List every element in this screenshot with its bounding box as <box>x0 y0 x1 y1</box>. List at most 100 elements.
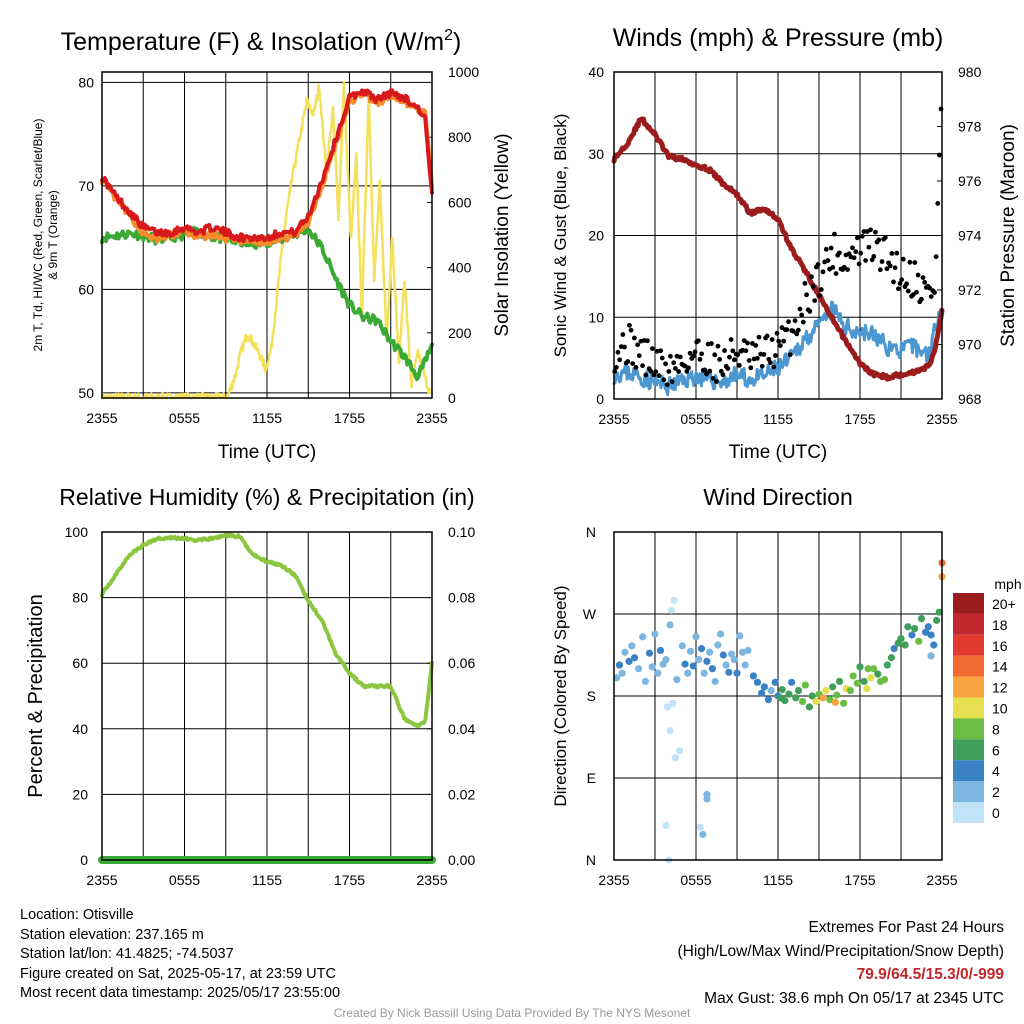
wind-direction-point <box>897 635 905 643</box>
wind-direction-point <box>799 697 807 706</box>
y-tick-label-right: 0.06 <box>448 655 475 671</box>
wind-direction-point <box>874 670 882 678</box>
colorbar-label: 0 <box>992 805 1000 821</box>
gust-point <box>628 327 634 333</box>
gust-point <box>804 292 809 298</box>
wind-direction-point <box>805 703 814 711</box>
panel-2: 2355 0555 1155 1755 2355 0 10 20 30 40 968 970 972 97… <box>551 24 1019 463</box>
wind-direction-point <box>717 630 725 638</box>
gust-point <box>817 293 823 298</box>
gust-point <box>815 262 821 267</box>
wind-direction-point <box>666 727 674 735</box>
gust-point <box>722 348 727 353</box>
y-tick-label-right: 0.04 <box>448 721 475 737</box>
wind-direction-point <box>846 686 855 695</box>
gust-point <box>858 250 864 256</box>
gust-point <box>666 369 672 374</box>
gust-point <box>717 356 723 362</box>
gust-point <box>832 231 837 237</box>
wind-direction-point <box>812 697 820 706</box>
gust-point <box>918 296 924 302</box>
wind-direction-point <box>727 650 736 658</box>
gust-point <box>894 250 900 256</box>
gust-point <box>887 263 893 269</box>
y-tick-label-right: 800 <box>448 129 472 145</box>
x-tick-label: 1755 <box>844 411 875 427</box>
x-axis-label: Time (UTC) <box>218 442 317 463</box>
gust-point <box>856 261 862 267</box>
wind-direction-point <box>778 686 786 694</box>
wind-direction-point <box>700 669 708 677</box>
y-tick-label-left: 60 <box>78 281 94 297</box>
gust-point <box>672 366 678 371</box>
wind-direction-point <box>703 657 711 665</box>
gust-point <box>656 373 662 379</box>
wind-direction-point <box>618 669 626 677</box>
gust-point <box>713 379 719 384</box>
wind-direction-point <box>673 676 681 684</box>
wind-direction-point <box>733 669 741 677</box>
wind-direction-point <box>730 655 738 664</box>
wind-direction-point <box>741 661 749 669</box>
gust-point <box>659 355 665 361</box>
extremes-panel: Extremes For Past 24 Hours (High/Low/Max… <box>678 916 1005 1010</box>
gust-point <box>631 335 637 341</box>
y-axis-label-right: Station Pressure (Maroon) <box>998 124 1019 347</box>
gust-point <box>625 359 631 364</box>
gust-point <box>710 375 716 381</box>
y-axis-label-right: Solar Insolation (Yellow) <box>492 133 513 336</box>
panel-3: 2355 0555 1155 1755 2355 0 20 40 60 80 100 0.00 0.02… <box>25 484 475 888</box>
wind-direction-point <box>864 665 872 673</box>
title-end: ) <box>453 28 461 56</box>
extremes-title: Extremes For Past 24 Hours <box>808 919 1004 936</box>
y-tick-label-left: W <box>583 606 597 622</box>
colorbar-label: 14 <box>992 659 1008 675</box>
gust-point <box>899 277 905 283</box>
wind-direction-point <box>669 699 677 707</box>
colorbar-label: 4 <box>992 763 1000 779</box>
gust-point <box>877 267 883 273</box>
gust-point <box>855 235 860 241</box>
wind-direction-point <box>922 628 930 636</box>
wind-direction-point <box>760 683 768 691</box>
gust-point <box>633 364 639 370</box>
wind-direction-point <box>890 645 898 653</box>
y-tick-label-left: 70 <box>78 178 94 194</box>
gust-point <box>761 352 767 357</box>
gust-point <box>912 260 918 265</box>
colorbar-label: 16 <box>992 638 1008 654</box>
x-tick-label: 1755 <box>334 410 365 426</box>
wind-direction-point <box>932 616 941 624</box>
wind-direction-point <box>663 703 671 711</box>
gust-point <box>727 354 732 360</box>
gust-point <box>769 337 775 342</box>
y-tick-label-left: N <box>586 852 596 868</box>
wind-direction-point <box>753 678 762 686</box>
wind-direction-point <box>676 747 684 755</box>
gust-point <box>799 312 805 318</box>
y-tick-label-left: 100 <box>65 524 89 540</box>
y-tick-label-left: 0 <box>80 852 88 868</box>
gust-point <box>866 244 872 250</box>
gust-point <box>720 372 726 378</box>
x-tick-label: 0555 <box>169 872 200 888</box>
gust-point <box>820 269 826 275</box>
colorbar-swatch <box>953 739 984 761</box>
wind-direction-point <box>785 690 793 698</box>
wind-direction-point <box>883 661 891 669</box>
chart-title: Relative Humidity (%) & Precipitation (i… <box>59 484 474 510</box>
gust-point <box>773 353 778 358</box>
colorbar-swatch <box>953 760 984 782</box>
x-tick-label: 0555 <box>680 872 711 888</box>
wind-direction-point <box>722 661 730 669</box>
x-tick-label: 2355 <box>86 872 117 888</box>
y-tick-label-right: 0.00 <box>448 852 475 868</box>
wind-direction-point <box>651 630 659 638</box>
gust-point <box>810 284 816 289</box>
gust-point <box>748 365 754 371</box>
gust-point <box>807 309 813 314</box>
gust-point <box>853 249 859 255</box>
wind-direction-point <box>714 641 722 649</box>
wind-direction-point <box>777 694 785 702</box>
gust-point <box>691 353 696 359</box>
